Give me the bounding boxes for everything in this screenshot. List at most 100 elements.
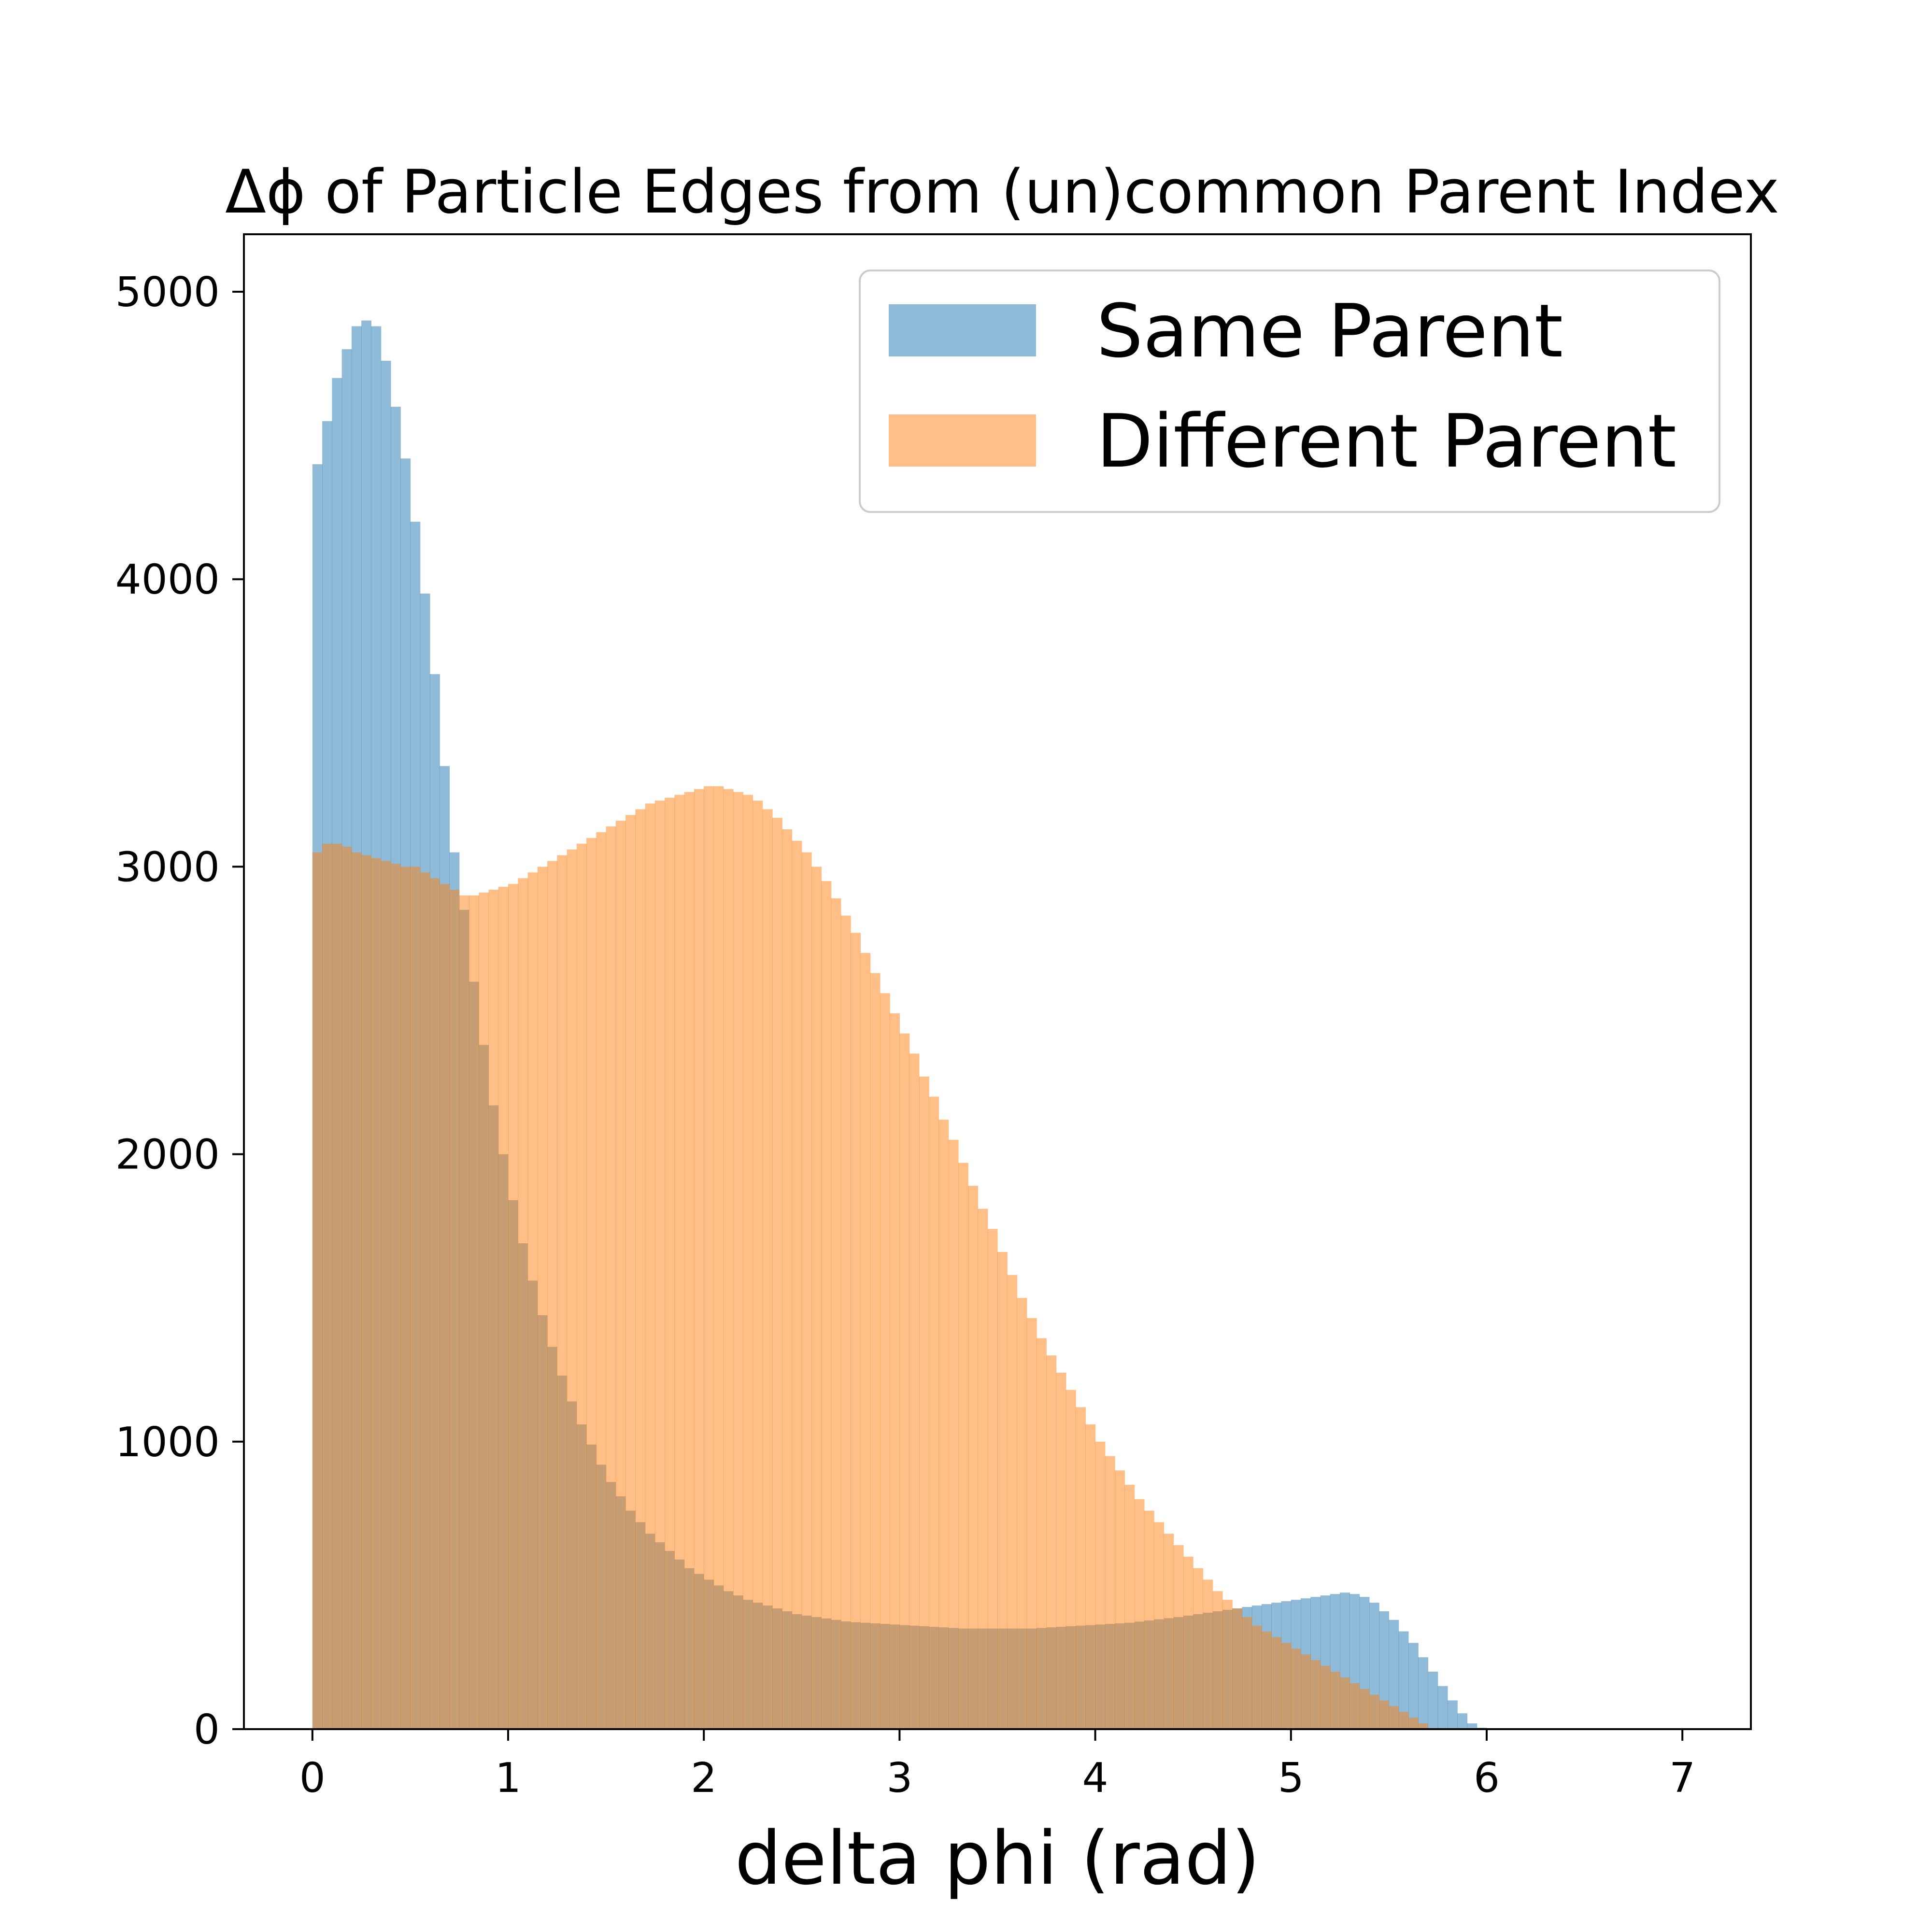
- histogram-bar: [410, 867, 421, 1729]
- histogram-bar: [596, 832, 607, 1729]
- histogram-bar: [870, 973, 881, 1729]
- histogram-bar: [723, 789, 734, 1729]
- histogram-bar: [469, 895, 479, 1729]
- x-axis: 0 1 2 3 4 5 6 7: [299, 1729, 1695, 1802]
- histogram-bar: [704, 786, 714, 1729]
- histogram-bar: [1369, 1694, 1379, 1729]
- legend-label-different-parent: Different Parent: [1096, 398, 1676, 484]
- histogram-bar: [851, 933, 861, 1729]
- histogram-bar: [1340, 1677, 1350, 1729]
- y-tick-label: 2000: [115, 1131, 220, 1179]
- histogram-bar: [1164, 1534, 1174, 1729]
- histogram-bar: [381, 861, 391, 1729]
- series-different-parent: [312, 786, 1429, 1729]
- histogram-bar: [968, 1186, 979, 1729]
- chart-title: Δϕ of Particle Edges from (un)common Par…: [225, 157, 1779, 227]
- histogram-bar: [518, 878, 528, 1729]
- histogram-bar: [782, 829, 793, 1729]
- histogram-bar: [400, 867, 411, 1729]
- histogram-bar: [1134, 1499, 1145, 1729]
- histogram-bar: [1301, 1654, 1311, 1729]
- histogram-bar: [390, 864, 401, 1729]
- histogram-bar: [645, 803, 655, 1729]
- histogram-bar: [606, 826, 616, 1729]
- histogram-bar: [801, 852, 812, 1729]
- histogram-bar: [625, 815, 636, 1729]
- histogram-bar: [890, 1013, 900, 1729]
- histogram-bar: [1085, 1424, 1096, 1729]
- histogram-bar: [341, 846, 352, 1729]
- histogram-bar: [1281, 1643, 1292, 1729]
- histogram-bar: [1398, 1631, 1409, 1729]
- histogram-bar: [1065, 1390, 1076, 1729]
- histogram-bar: [938, 1120, 949, 1729]
- histogram-bar: [557, 855, 568, 1729]
- plot-area: [312, 320, 1487, 1730]
- x-tick-label: 7: [1669, 1754, 1695, 1802]
- histogram-bar: [948, 1139, 959, 1729]
- histogram-bar: [684, 792, 695, 1729]
- histogram-bar: [665, 797, 675, 1729]
- histogram-bar: [459, 895, 469, 1729]
- histogram-bar: [772, 818, 782, 1729]
- histogram-bar: [576, 843, 587, 1729]
- histogram-bar: [1350, 1683, 1360, 1729]
- histogram-bar: [811, 867, 822, 1729]
- histogram-bar: [1447, 1700, 1458, 1729]
- histogram-bar: [713, 786, 724, 1729]
- histogram-bar: [860, 952, 871, 1729]
- histogram-bar: [997, 1251, 1008, 1729]
- histogram-bar: [1330, 1671, 1340, 1729]
- x-tick-label: 6: [1474, 1754, 1500, 1802]
- x-tick-label: 4: [1082, 1754, 1108, 1802]
- histogram-bar: [1144, 1510, 1154, 1729]
- histogram-bar: [1379, 1700, 1389, 1729]
- legend-swatch-different-parent: [889, 414, 1036, 467]
- histogram-bar: [1359, 1689, 1370, 1729]
- histogram-bar: [488, 890, 499, 1729]
- histogram-bar: [1222, 1600, 1233, 1729]
- histogram-bar: [1124, 1485, 1135, 1729]
- histogram-bar: [1408, 1643, 1419, 1729]
- histogram-bar: [567, 849, 577, 1729]
- histogram-bar: [586, 838, 597, 1729]
- histogram-bar: [547, 861, 557, 1729]
- x-axis-label: delta phi (rad): [735, 1816, 1260, 1901]
- histogram-bar: [537, 867, 548, 1729]
- histogram-bar: [831, 898, 841, 1729]
- histogram-bar: [929, 1096, 939, 1729]
- histogram-bar: [1389, 1706, 1399, 1729]
- histogram-bar: [978, 1208, 988, 1729]
- histogram-bar: [1457, 1713, 1468, 1729]
- histogram-bar: [1173, 1545, 1184, 1729]
- histogram-bar: [1418, 1657, 1429, 1729]
- histogram-bar: [1212, 1591, 1223, 1729]
- histogram-bar: [1271, 1637, 1282, 1729]
- histogram-bar: [498, 887, 509, 1729]
- histogram-bar: [635, 809, 646, 1729]
- histogram-bar: [312, 852, 323, 1729]
- histogram-bar: [479, 892, 489, 1729]
- histogram-bar: [743, 795, 753, 1729]
- histogram-bar: [322, 843, 332, 1729]
- x-tick-label: 1: [495, 1754, 521, 1802]
- histogram-bar: [449, 890, 460, 1729]
- histogram-bar: [1203, 1579, 1213, 1729]
- y-tick-label: 4000: [115, 556, 220, 604]
- histogram-bar: [1232, 1608, 1243, 1729]
- histogram-bar: [840, 915, 851, 1729]
- histogram-bar: [1046, 1355, 1057, 1729]
- histogram-bar: [1026, 1318, 1037, 1729]
- histogram-bar: [361, 855, 371, 1729]
- histogram-bar: [371, 858, 382, 1729]
- histogram-bar: [880, 993, 890, 1729]
- histogram-bar: [508, 884, 518, 1729]
- histogram-bar: [958, 1163, 968, 1729]
- histogram-bar: [1389, 1619, 1399, 1729]
- histogram-bar: [674, 795, 685, 1729]
- histogram-bar: [1115, 1470, 1125, 1729]
- histogram-bar: [1428, 1671, 1438, 1729]
- histogram-bar: [615, 821, 626, 1729]
- histogram-bar: [694, 789, 704, 1729]
